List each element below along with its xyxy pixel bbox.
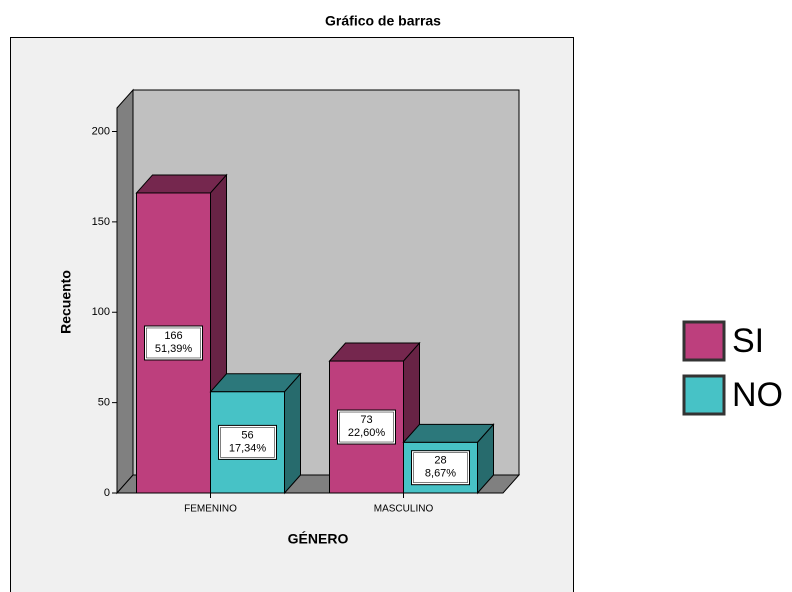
legend-swatch — [682, 320, 726, 362]
legend-label: SI — [732, 322, 764, 360]
y-tick-label: 150 — [92, 216, 110, 228]
y-axis-title: Recuento — [58, 270, 74, 334]
data-label: 73 — [360, 414, 372, 426]
x-tick-label: FEMENINO — [184, 504, 237, 515]
side-wall — [116, 88, 134, 495]
data-label: 166 — [164, 330, 182, 342]
data-label-box-inner — [220, 427, 275, 458]
data-label-percent: 17,34% — [229, 442, 267, 454]
data-label: 56 — [241, 429, 253, 441]
x-axis-title: GÉNERO — [288, 531, 349, 547]
data-label-box-inner — [339, 411, 394, 443]
x-tick-label: MASCULINO — [374, 504, 434, 515]
bar-side — [284, 372, 301, 495]
legend-label: NO — [732, 376, 783, 414]
data-label-percent: 51,39% — [155, 343, 193, 355]
data-label-percent: 8,67% — [425, 468, 456, 480]
chart-title: Gráfico de barras — [325, 13, 441, 29]
data-label-box-inner — [413, 452, 468, 483]
data-label-percent: 22,60% — [348, 427, 386, 439]
data-label: 28 — [434, 455, 446, 467]
y-tick-label: 200 — [92, 125, 110, 137]
y-tick-label: 100 — [92, 306, 110, 318]
legend-swatch — [682, 374, 726, 416]
y-tick-label: 0 — [104, 487, 110, 499]
data-label-box-inner — [146, 327, 201, 359]
y-tick-label: 50 — [98, 397, 110, 409]
